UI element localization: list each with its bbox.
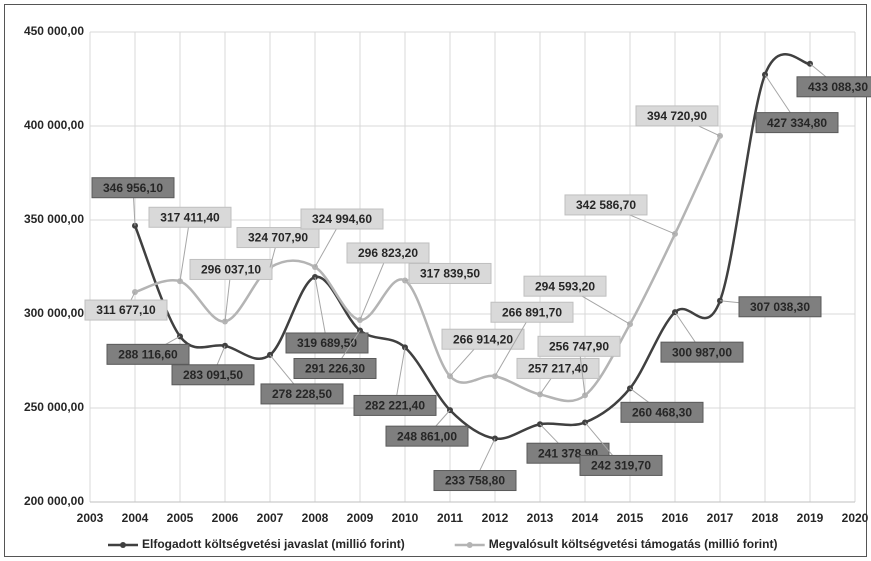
data-label: 427 334,80 [767, 116, 827, 130]
data-label: 317 411,40 [160, 210, 220, 224]
y-tick-label: 200 000,00 [24, 494, 84, 508]
data-label-box [523, 275, 607, 297]
legend-marker [466, 542, 473, 548]
x-tick-label: 2016 [662, 511, 689, 525]
data-label: 257 217,40 [528, 362, 588, 376]
data-label: 317 839,50 [420, 267, 480, 281]
x-tick-label: 2006 [212, 511, 239, 525]
x-tick-label: 2019 [797, 511, 824, 525]
x-tick-label: 2020 [842, 511, 869, 525]
x-tick-label: 2010 [392, 511, 419, 525]
data-label: 307 038,30 [750, 300, 810, 314]
series-line [134, 135, 722, 403]
data-label-box [738, 296, 822, 318]
x-tick-label: 2011 [437, 511, 463, 525]
x-tick-label: 2018 [752, 511, 779, 525]
data-label: 248 861,00 [397, 429, 457, 443]
data-label: 242 319,70 [591, 459, 651, 473]
data-label-box [490, 301, 574, 323]
data-label: 288 116,60 [118, 348, 178, 362]
data-label: 433 088,30 [808, 80, 868, 94]
data-label-box [171, 364, 255, 386]
data-label: 324 994,60 [312, 212, 372, 226]
x-tick-label: 2014 [572, 511, 599, 525]
data-label-box [537, 335, 621, 357]
data-label-box [796, 76, 871, 98]
data-label-box [106, 343, 190, 365]
legend-label: Megvalósult költségvetési támogatás (mil… [489, 537, 778, 551]
data-label: 278 228,50 [272, 387, 332, 401]
x-tick-label: 2015 [617, 511, 644, 525]
leader-line [494, 311, 533, 377]
data-label-box [300, 208, 384, 230]
data-label: 324 707,90 [248, 231, 308, 245]
data-label-box [260, 383, 344, 405]
data-label-box [564, 194, 648, 216]
data-label-box [579, 454, 663, 476]
data-label: 266 891,70 [502, 305, 562, 319]
data-label-box [755, 112, 839, 134]
data-label: 291 226,30 [305, 362, 365, 376]
data-label-box [516, 357, 600, 379]
data-label-box [84, 299, 168, 321]
data-label-box [408, 262, 492, 284]
data-label-box [91, 177, 175, 199]
data-label-box [635, 105, 719, 127]
data-label: 256 747,90 [549, 339, 609, 353]
data-label-box [385, 425, 469, 447]
data-label-box [433, 470, 517, 492]
y-tick-label: 300 000,00 [24, 306, 84, 320]
data-label-box [353, 394, 437, 416]
x-tick-label: 2009 [347, 511, 374, 525]
data-label: 294 593,20 [535, 279, 595, 293]
data-label-box [236, 227, 320, 249]
data-label-box [189, 258, 273, 280]
data-label: 296 823,20 [358, 246, 418, 260]
data-label: 300 987,00 [672, 345, 732, 359]
x-tick-label: 2017 [707, 511, 734, 525]
y-tick-label: 250 000,00 [24, 400, 84, 414]
x-tick-label: 2012 [482, 511, 509, 525]
data-label: 342 586,70 [576, 198, 636, 212]
leader-line [359, 252, 389, 321]
data-label-box [148, 206, 232, 228]
legend-marker [120, 542, 126, 548]
data-label: 319 689,50 [297, 336, 357, 350]
data-label: 260 468,30 [632, 405, 692, 419]
data-label-box [620, 401, 704, 423]
leader-line [314, 276, 328, 344]
data-label: 282 221,40 [365, 399, 425, 413]
data-label: 311 677,10 [96, 303, 156, 317]
data-label-box [346, 242, 430, 264]
x-tick-label: 2008 [302, 511, 329, 525]
x-tick-label: 2013 [527, 511, 554, 525]
data-label: 266 914,20 [453, 332, 513, 346]
y-tick-label: 450 000,00 [24, 24, 84, 38]
legend-label: Elfogadott költségvetési javaslat (milli… [142, 537, 405, 551]
data-label-box [293, 357, 377, 379]
data-label-box [441, 328, 525, 350]
x-tick-label: 2004 [122, 511, 149, 525]
data-label: 296 037,10 [201, 263, 261, 277]
data-label: 283 091,50 [183, 368, 243, 382]
x-tick-label: 2003 [77, 511, 104, 525]
data-label: 394 720,90 [647, 109, 707, 123]
y-tick-label: 350 000,00 [24, 212, 84, 226]
data-label: 233 758,80 [445, 474, 505, 488]
y-tick-label: 400 000,00 [24, 118, 84, 132]
leader-line [179, 217, 191, 282]
x-tick-label: 2007 [257, 511, 284, 525]
data-label-box [285, 332, 369, 354]
data-label: 346 956,10 [103, 181, 163, 195]
data-label-box [660, 341, 744, 363]
x-tick-label: 2005 [167, 511, 194, 525]
